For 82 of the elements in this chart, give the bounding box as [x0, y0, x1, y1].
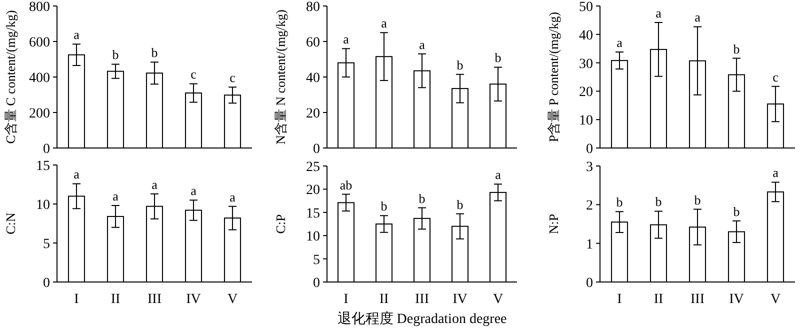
y-tick-label: 40 [306, 71, 320, 86]
annotation: b [494, 50, 502, 66]
y-tick-label: 3 [586, 160, 593, 175]
y-axis-title: N含量 N content/(mg/kg) [273, 9, 288, 145]
annotation: b [112, 47, 119, 62]
x-tick-label: V [492, 292, 504, 307]
y-tick-label: 0 [586, 276, 593, 291]
y-tick-label: 25 [306, 160, 320, 175]
x-tick-label: IV [729, 292, 744, 307]
y-axis-title: N:P [546, 214, 561, 234]
x-tick-label: III [148, 292, 162, 307]
y-tick-label: 40 [579, 28, 593, 44]
x-tick-label: III [690, 292, 705, 307]
annotation: b [616, 194, 623, 210]
annotation: a [656, 5, 662, 20]
y-axis-title: C:N [3, 212, 18, 234]
y-tick-label: 50 [579, 0, 593, 15]
x-tick-label: I [617, 292, 622, 307]
annotation: ab [340, 177, 352, 192]
x-tick-label: II [379, 292, 389, 307]
x-tick-label: II [110, 292, 120, 307]
annotation: b [456, 57, 464, 72]
annotation: a [190, 183, 197, 198]
y-tick-label: 20 [306, 106, 320, 122]
y-tick-label: 600 [29, 36, 50, 50]
x-tick-label: IV [186, 292, 201, 307]
y-tick-label: 800 [29, 0, 50, 15]
annotation: a [495, 167, 502, 182]
x-tick-label: V [227, 292, 238, 307]
y-tick-label: 20 [579, 85, 593, 100]
annotation: a [74, 166, 80, 182]
y-tick-label: 20 [306, 183, 320, 198]
annotation: a [381, 16, 388, 31]
y-tick-label: 5 [313, 252, 320, 268]
annotation: a [772, 165, 779, 180]
annotation: a [152, 176, 158, 192]
annotation: b [733, 204, 740, 219]
y-axis-title: C含量 C content/(mg/kg) [3, 10, 18, 144]
y-tick-label: 10 [36, 198, 50, 213]
y-tick-label: 10 [579, 114, 593, 129]
y-tick-label: 2 [586, 198, 593, 214]
annotation: a [616, 35, 623, 50]
annotation: b [380, 198, 388, 214]
x-tick-label: I [344, 292, 349, 307]
annotation: b [456, 196, 464, 212]
y-tick-label: 200 [29, 106, 50, 122]
y-axis-title: C:P [273, 214, 288, 234]
annotation: b [694, 192, 701, 208]
y-tick-label: 0 [43, 276, 50, 291]
annotation: b [151, 45, 158, 60]
x-tick-label: III [415, 292, 430, 307]
x-tick-label: V [770, 292, 781, 307]
y-tick-label: 1 [586, 237, 593, 252]
y-tick-label: 0 [43, 142, 50, 157]
annotation: a [112, 188, 119, 204]
x-axis-title: 退化程度 Degradation degree [337, 311, 507, 327]
y-tick-label: 15 [36, 159, 50, 174]
x-tick-label: IV [452, 292, 468, 307]
annotation: a [230, 189, 236, 204]
annotation: b [655, 194, 662, 210]
x-tick-label: I [74, 292, 80, 307]
y-axis-title: P含量 P content/(mg/kg) [546, 12, 561, 142]
y-tick-label: 10 [306, 230, 320, 245]
y-tick-label: 80 [306, 0, 320, 15]
annotation: c [772, 69, 779, 84]
annotation: c [230, 70, 236, 86]
y-tick-label: 0 [586, 142, 593, 157]
y-tick-label: 0 [313, 276, 320, 291]
y-tick-label: 30 [579, 56, 593, 72]
annotation: c [190, 66, 197, 82]
y-tick-label: 5 [43, 237, 50, 252]
y-tick-label: 60 [306, 36, 320, 50]
x-tick-label: II [654, 292, 664, 307]
annotation: b [418, 190, 426, 206]
annotation: a [74, 27, 80, 42]
annotation: b [733, 41, 740, 56]
annotation: a [419, 36, 426, 52]
annotation: a [343, 32, 350, 47]
y-tick-label: 0 [313, 142, 320, 157]
y-tick-label: 400 [29, 71, 50, 86]
y-tick-label: 15 [306, 206, 320, 222]
annotation: a [694, 10, 701, 25]
